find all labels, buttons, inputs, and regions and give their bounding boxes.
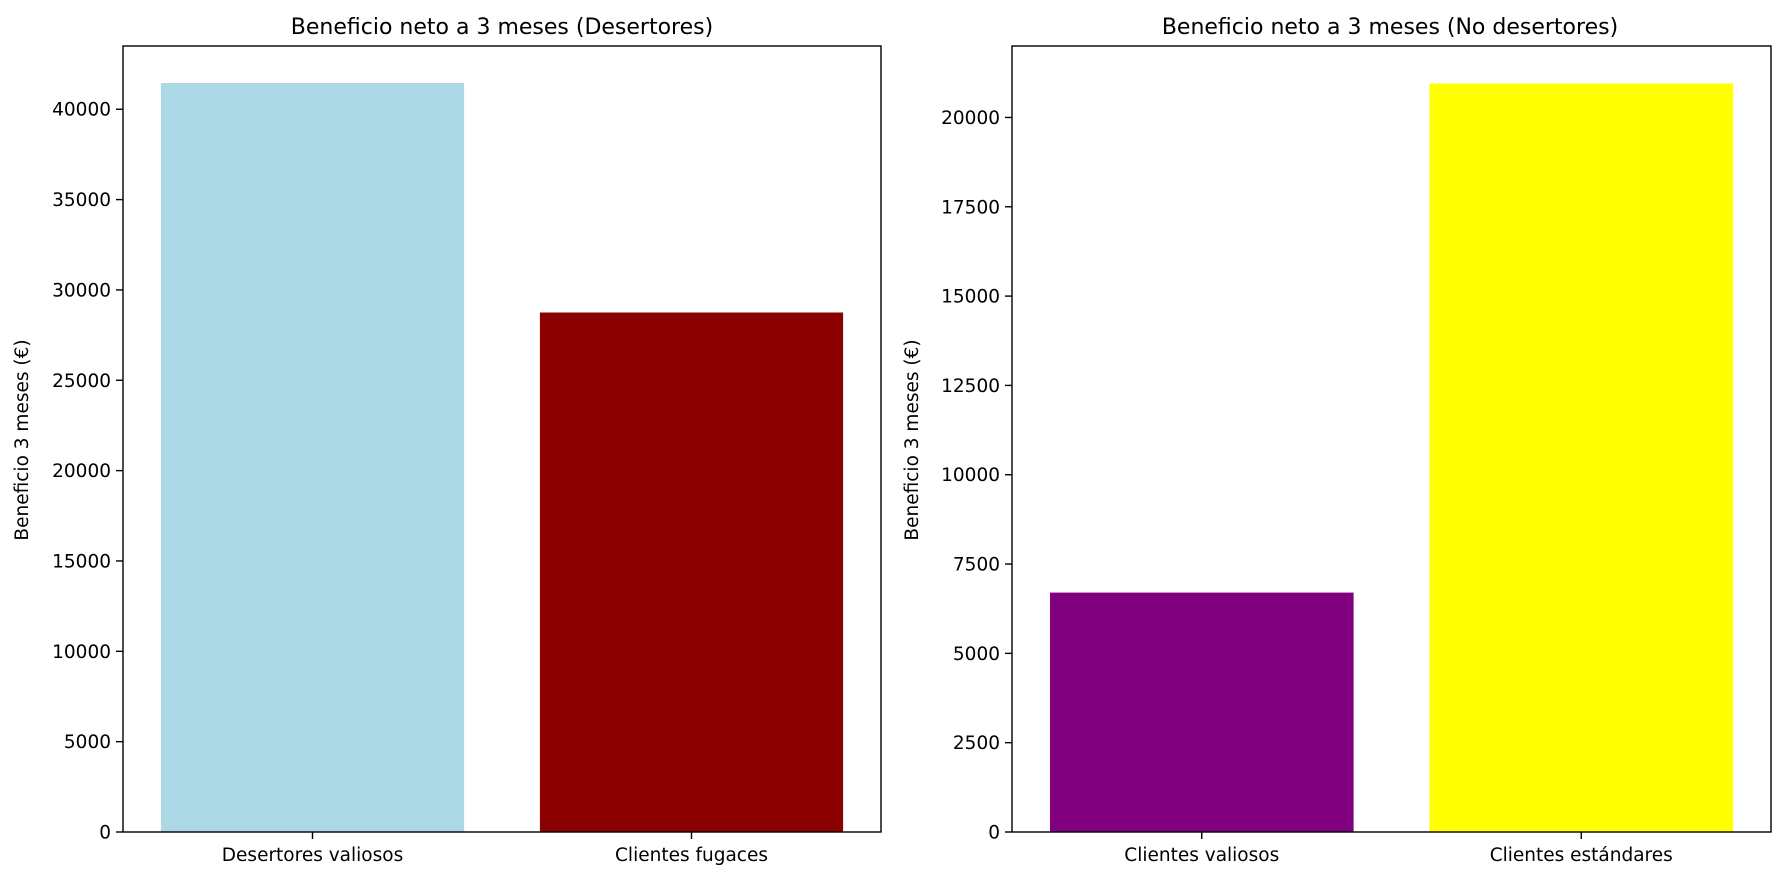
x-tick-label: Clientes estándares [1490, 845, 1673, 866]
plot-frame [1011, 45, 1772, 833]
y-tick-label: 15000 [52, 551, 111, 572]
bar-clientes-valiosos [1050, 592, 1354, 832]
bar-desertores-valiosos [160, 83, 465, 832]
y-tick-label: 15000 [941, 287, 1000, 308]
bar-clientes-fugaces [539, 312, 844, 832]
y-tick-label: 0 [988, 823, 1000, 844]
y-tick-label: 5000 [953, 644, 1000, 665]
y-axis-label: Beneficio 3 meses (€) [902, 339, 923, 540]
y-tick-label: 0 [99, 823, 111, 844]
y-tick-label: 20000 [52, 461, 111, 482]
chart-title: Beneficio neto a 3 meses (Desertores) [291, 15, 713, 40]
y-tick-label: 5000 [64, 732, 111, 753]
y-tick-label: 20000 [941, 108, 1000, 129]
bars-group [160, 83, 844, 832]
y-ticks-group: 0 2500 5000 7500 10000 12500 15000 17500 20000 [941, 108, 1012, 844]
y-ticks-group: 0 5000 10000 15000 20000 25000 30000 35000 40000 [52, 100, 123, 844]
y-tick-label: 40000 [52, 100, 111, 121]
chart-panel-desertores: Beneficio neto a 3 meses (Desertores) Be… [12, 15, 882, 866]
y-tick-label: 35000 [52, 190, 111, 211]
x-tick-label: Clientes valiosos [1124, 845, 1279, 866]
x-tick-label: Clientes fugaces [615, 845, 768, 866]
y-tick-label: 30000 [52, 280, 111, 301]
bars-group [1050, 83, 1734, 832]
plot-frame [122, 45, 882, 833]
x-ticks-group: Clientes valiosos Clientes estándares [1124, 832, 1673, 866]
y-tick-label: 17500 [941, 197, 1000, 218]
chart-title: Beneficio neto a 3 meses (No desertores) [1162, 15, 1618, 40]
bar-clientes-estándares [1429, 83, 1734, 832]
y-tick-label: 25000 [52, 371, 111, 392]
y-tick-label: 10000 [52, 642, 111, 663]
chart-panel-no-desertores: Beneficio neto a 3 meses (No desertores)… [902, 15, 1772, 866]
y-tick-label: 7500 [953, 555, 1000, 576]
y-tick-label: 10000 [941, 465, 1000, 486]
y-tick-label: 2500 [953, 733, 1000, 754]
x-tick-label: Desertores valiosos [222, 845, 403, 866]
x-ticks-group: Desertores valiosos Clientes fugaces [222, 832, 768, 866]
y-axis-label: Beneficio 3 meses (€) [12, 339, 33, 540]
y-tick-label: 12500 [941, 376, 1000, 397]
